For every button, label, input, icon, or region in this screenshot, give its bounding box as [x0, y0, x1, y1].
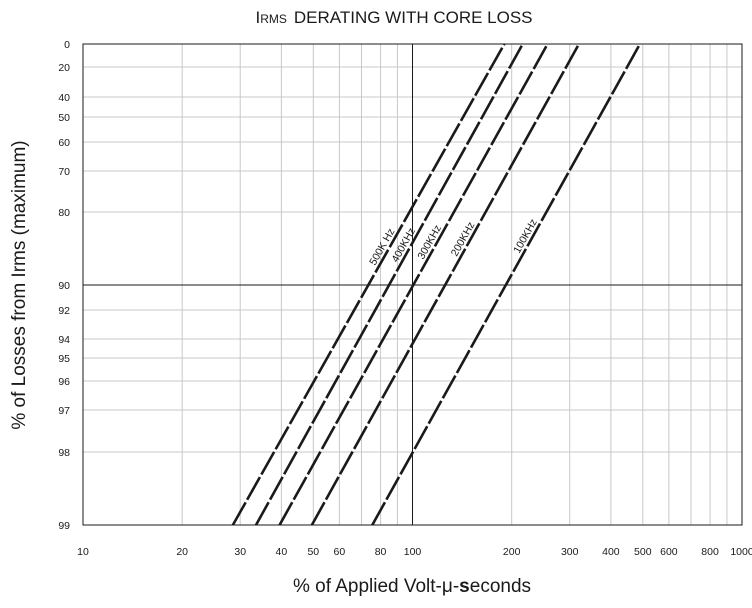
x-tick-label: 30 — [234, 546, 246, 558]
x-tick-label: 20 — [176, 546, 188, 558]
title-rest: DERATING WITH CORE LOSS — [294, 8, 533, 27]
y-tick-label: 70 — [58, 166, 70, 178]
y-tick-label: 20 — [58, 62, 70, 74]
title-prefix: I — [255, 8, 260, 27]
x-tick-label: 50 — [307, 546, 319, 558]
x-tick-label: 40 — [276, 546, 288, 558]
series-line — [254, 43, 524, 526]
x-tick-label: 300 — [561, 546, 579, 558]
series-line — [371, 43, 642, 526]
x-tick-label: 100 — [404, 546, 422, 558]
y-tick-label: 60 — [58, 137, 70, 149]
series-line — [278, 43, 549, 526]
y-tick-label: 40 — [58, 92, 70, 104]
x-tick-label: 500 — [634, 546, 652, 558]
x-tick-label: 60 — [334, 546, 346, 558]
y-tick-label: 96 — [58, 376, 70, 388]
y-tick-label: 0 — [64, 39, 70, 51]
x-tick-label: 10 — [77, 546, 89, 558]
y-axis-ticks: 0 20 40 50 60 70 80 90 92 94 95 96 97 98 99 — [58, 39, 70, 532]
y-tick-label: 98 — [58, 447, 70, 459]
y-tick-label: 94 — [58, 334, 70, 346]
series-line — [310, 43, 581, 526]
y-tick-label: 99 — [58, 520, 70, 532]
x-axis-label-post: econds — [470, 576, 531, 597]
x-axis-label: % of Applied Volt-μ-seconds — [293, 576, 531, 597]
y-tick-label: 80 — [58, 207, 70, 219]
series-line — [231, 43, 506, 526]
y-tick-label: 90 — [58, 280, 70, 292]
x-tick-label: 80 — [375, 546, 387, 558]
x-axis-label-bold: s — [459, 576, 470, 597]
x-tick-label: 600 — [660, 546, 678, 558]
series-lines — [231, 43, 642, 526]
y-tick-label: 95 — [58, 353, 70, 365]
x-tick-label: 200 — [503, 546, 521, 558]
y-axis-label: % of Losses from Irms (maximum) — [9, 140, 30, 429]
x-tick-label: 400 — [602, 546, 620, 558]
chart-title: IRMS DERATING WITH CORE LOSS — [255, 8, 532, 27]
x-axis-label-pre: % of Applied Volt-μ- — [293, 576, 459, 597]
plot-frame — [82, 43, 743, 526]
x-tick-label: 800 — [701, 546, 719, 558]
x-tick-label: 1000 — [730, 546, 752, 558]
y-tick-label: 97 — [58, 405, 70, 417]
y-tick-label: 50 — [58, 112, 70, 124]
title-sub: RMS — [260, 12, 287, 26]
y-tick-label: 92 — [58, 305, 70, 317]
x-axis-ticks: 10 20 30 40 50 60 80 100 200 300 400 500 600 800 1000 — [77, 546, 752, 558]
